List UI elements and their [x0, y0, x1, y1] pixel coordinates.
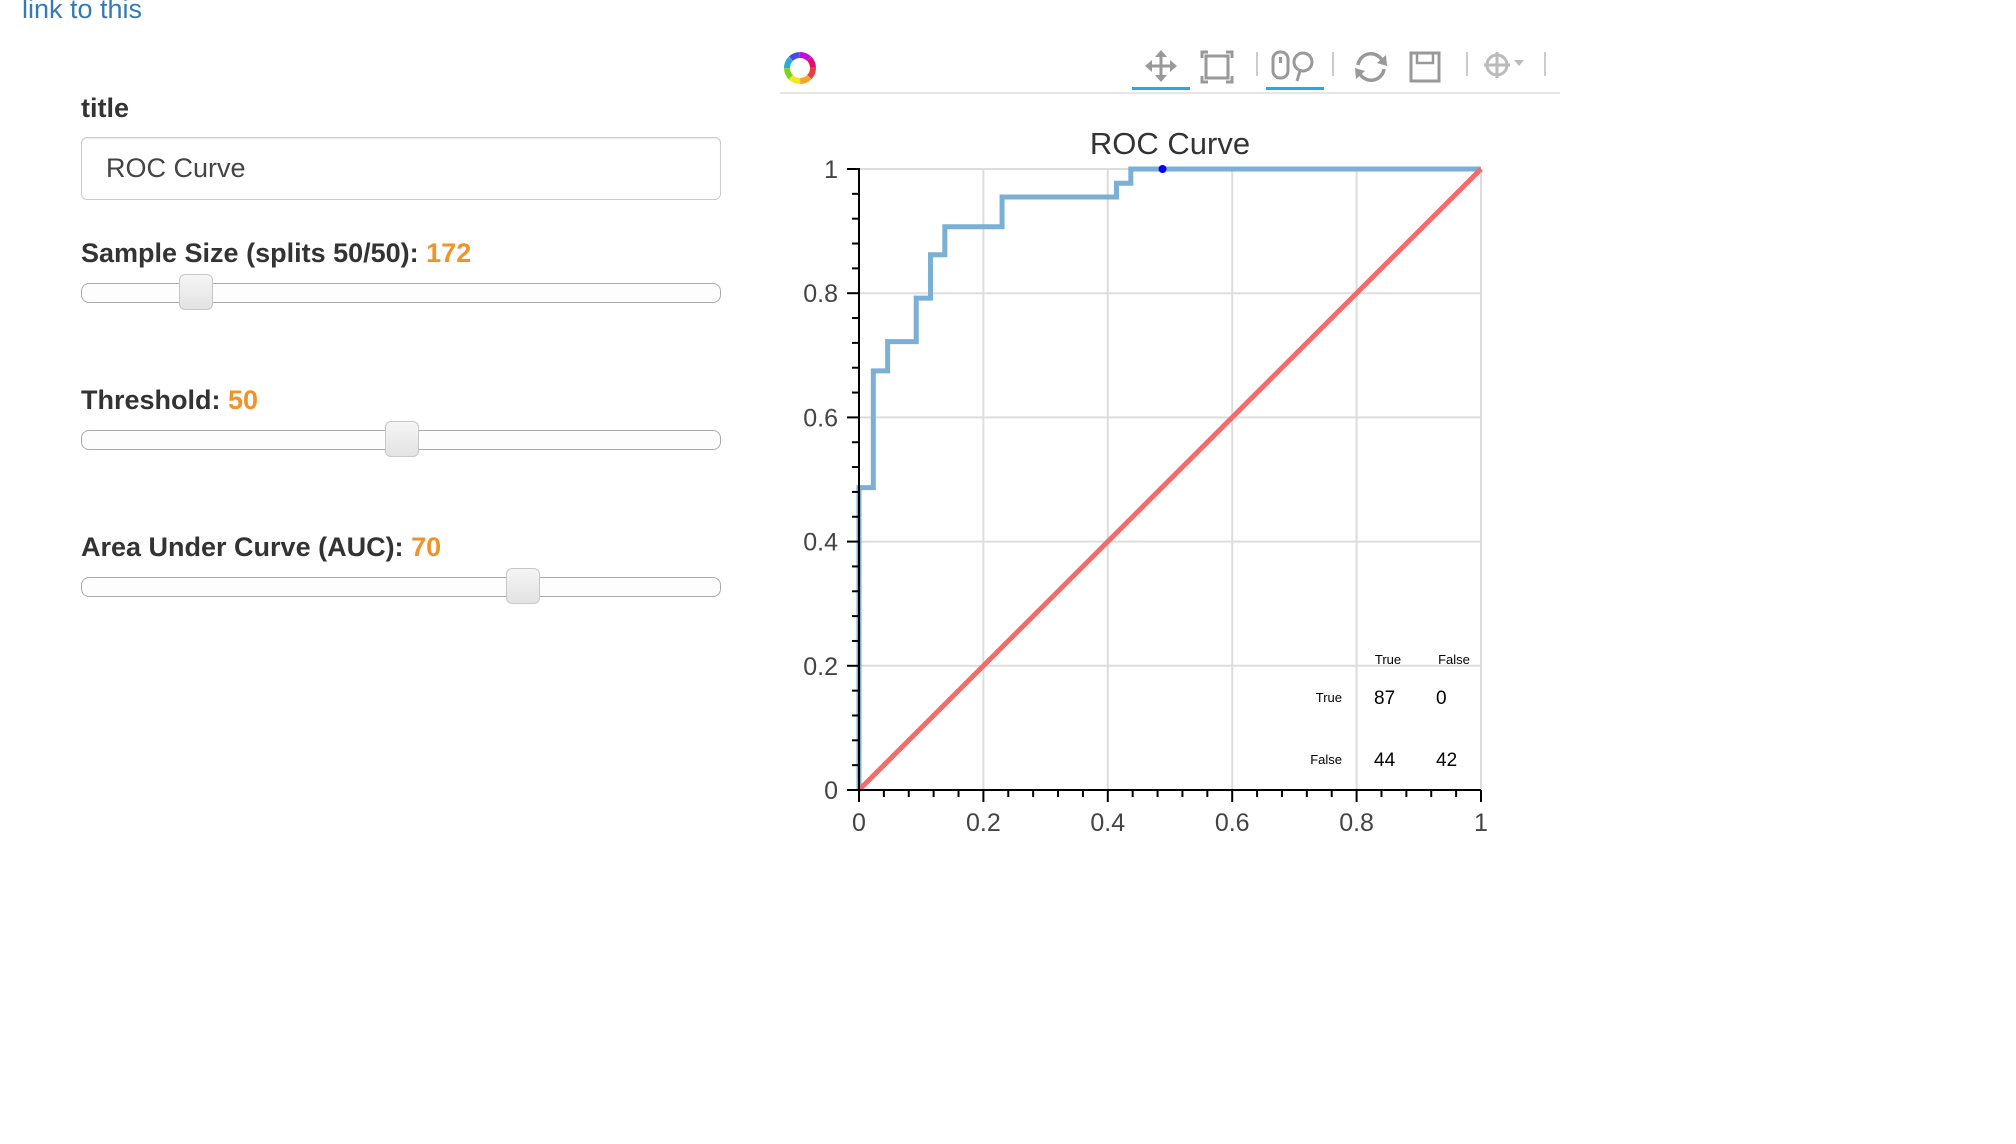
x-tick-label: 0.6: [1215, 809, 1250, 837]
wheel-zoom-icon: [1271, 50, 1314, 81]
x-tick-label: 0.8: [1339, 809, 1374, 837]
toolbar-separator: [1256, 52, 1258, 76]
matrix-row-label: True: [1316, 690, 1342, 705]
box-zoom-tool[interactable]: [1188, 44, 1246, 90]
sample-size-label-text: Sample Size (splits 50/50):: [81, 238, 419, 268]
confusion-matrix: True False True 87 0 False 44 42: [1310, 652, 1470, 771]
pan-tool[interactable]: [1132, 44, 1190, 90]
y-tick-label: 1: [824, 156, 838, 184]
threshold-slider-handle[interactable]: [385, 421, 419, 457]
diagonal-reference-line: [857, 167, 1483, 792]
threshold-marker: [1158, 165, 1167, 173]
threshold-label: Threshold: 50: [81, 385, 258, 416]
box-zoom-icon: [1200, 50, 1234, 84]
y-tick-label: 0.4: [803, 529, 838, 557]
toolbar-separator: [1544, 52, 1546, 76]
matrix-cell: 87: [1374, 688, 1395, 709]
matrix-row-label: False: [1310, 752, 1342, 767]
chart-series: [856, 165, 1483, 792]
y-tick-label: 0.6: [803, 404, 838, 432]
save-icon: [1409, 51, 1441, 83]
reset-icon: [1355, 52, 1387, 82]
sample-size-slider-handle[interactable]: [179, 274, 213, 310]
toolbar-separator: [1332, 52, 1334, 76]
auc-slider[interactable]: [81, 568, 721, 604]
chart-grid: [859, 168, 1482, 790]
x-tick-label: 0: [852, 809, 866, 837]
y-tick-label: 0.8: [803, 280, 838, 308]
auc-slider-handle[interactable]: [506, 568, 540, 604]
matrix-col-header: False: [1438, 652, 1470, 667]
chart-title: ROC Curve: [1090, 126, 1250, 161]
matrix-cell: 42: [1436, 750, 1457, 771]
crosshair-tool[interactable]: [1476, 44, 1534, 90]
threshold-slider[interactable]: [81, 421, 721, 457]
threshold-label-text: Threshold:: [81, 385, 221, 415]
x-tick-label: 0.4: [1090, 809, 1125, 837]
reset-tool[interactable]: [1342, 44, 1400, 90]
plot-toolbar: [780, 44, 1560, 94]
wheel-zoom-tool[interactable]: [1266, 44, 1324, 90]
sample-size-label: Sample Size (splits 50/50): 172: [81, 238, 471, 269]
title-input[interactable]: [81, 137, 721, 200]
roc-curve-line: [856, 166, 1481, 790]
sample-size-value: 172: [426, 238, 472, 268]
y-tick-label: 0.2: [803, 653, 838, 681]
matrix-cell: 44: [1374, 750, 1396, 771]
bokeh-logo-icon: [784, 52, 816, 84]
auc-label: Area Under Curve (AUC): 70: [81, 532, 441, 563]
matrix-cell: 0: [1436, 688, 1447, 709]
auc-value: 70: [411, 532, 442, 562]
toolbar-separator: [1466, 52, 1468, 76]
y-tick-label: 0: [824, 777, 838, 805]
matrix-col-header: True: [1375, 652, 1401, 667]
x-tick-label: 1: [1474, 809, 1488, 837]
title-label: title: [81, 93, 130, 123]
auc-label-text: Area Under Curve (AUC):: [81, 532, 404, 562]
crosshair-icon: [1484, 52, 1524, 78]
save-tool[interactable]: [1396, 44, 1454, 90]
sample-size-slider[interactable]: [81, 274, 721, 310]
x-tick-label: 0.2: [966, 809, 1001, 837]
chart-axes: 0 0.2 0.4 0.6 0.8 1 0 0.2 0.4 0.6 0.8 1: [803, 156, 1488, 837]
threshold-value: 50: [228, 385, 259, 415]
link-to-this[interactable]: link to this: [22, 0, 143, 24]
pan-icon: [1145, 49, 1177, 82]
